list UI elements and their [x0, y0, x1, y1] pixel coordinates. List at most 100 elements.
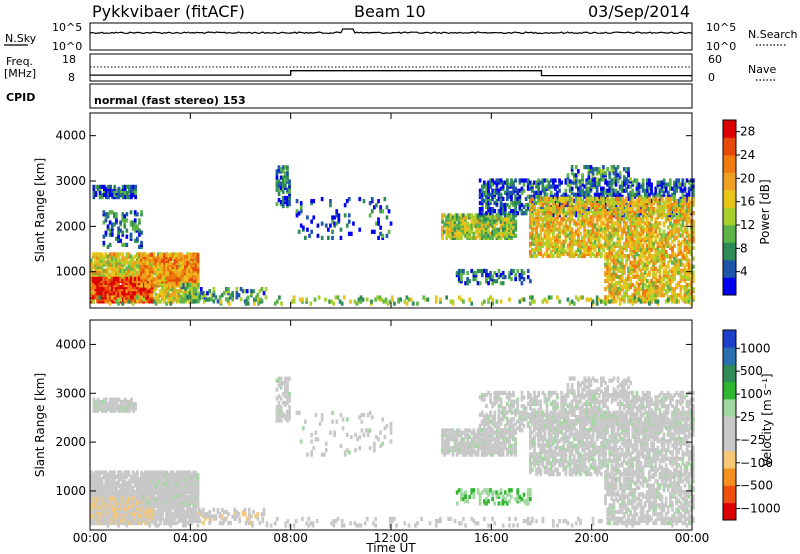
heatmap-cell [570, 235, 574, 240]
heatmap-cell [612, 295, 616, 300]
heatmap-cell [171, 295, 175, 300]
heatmap-cell [541, 253, 545, 259]
heatmap-cell [526, 180, 530, 185]
heatmap-cell [529, 198, 532, 203]
heatmap-cell [560, 229, 563, 234]
heatmap-cell [558, 207, 561, 212]
heatmap-cell [658, 237, 662, 242]
heatmap-cell [660, 180, 664, 185]
heatmap-cell [347, 197, 351, 202]
heatmap-cell [152, 297, 156, 302]
heatmap-cell [464, 233, 467, 238]
heatmap-cell [175, 252, 179, 257]
heatmap-cell [518, 180, 522, 185]
heatmap-cell [539, 223, 543, 228]
heatmap-cell [506, 186, 509, 191]
heatmap-cell [549, 184, 553, 189]
heatmap-cell [501, 211, 505, 216]
freq-tick-bottom: 8 [68, 71, 75, 84]
heatmap-cell [685, 239, 689, 244]
heatmap-cell [499, 202, 503, 208]
heatmap-cell [472, 215, 476, 220]
heatmap-cell [631, 180, 635, 185]
heatmap-cell [635, 280, 639, 286]
heatmap-cell [182, 277, 185, 282]
heatmap-cell [460, 277, 463, 282]
heatmap-cell [608, 266, 612, 271]
heatmap-cell [197, 293, 201, 298]
heatmap-cell [648, 280, 651, 286]
heatmap-cell [648, 221, 651, 226]
heatmap-cell [666, 209, 670, 214]
heatmap-cell [612, 291, 616, 296]
heatmap-cell [457, 225, 461, 230]
heatmap-cell [156, 252, 160, 257]
heatmap-cell [537, 211, 540, 216]
heatmap-cell [179, 267, 183, 272]
heatmap-cell [535, 239, 538, 244]
heatmap-cell [562, 202, 566, 208]
heatmap-cell [585, 231, 589, 236]
heatmap-cell [167, 265, 170, 270]
heatmap-cell [129, 262, 133, 267]
heatmap-cell [117, 264, 120, 269]
heatmap-cell [570, 215, 574, 220]
heatmap-cell [639, 211, 643, 216]
heatmap-cell [679, 209, 683, 214]
heatmap-cell [608, 211, 612, 216]
heatmap-cell [643, 196, 647, 201]
heatmap-cell [687, 243, 691, 248]
heatmap-cell [570, 171, 574, 176]
heatmap-cell [533, 207, 536, 212]
heatmap-cell [480, 188, 484, 193]
heatmap-cell [604, 188, 607, 193]
heatmap-cell [516, 196, 520, 201]
heatmap-cell [529, 241, 532, 246]
heatmap-cell [547, 186, 551, 191]
heatmap-cell [159, 289, 162, 294]
heatmap-cell [94, 190, 98, 196]
heatmap-cell [173, 281, 177, 286]
heatmap-cell [635, 245, 639, 250]
heatmap-cell [610, 235, 614, 240]
heatmap-cell [533, 233, 536, 238]
heatmap-cell [610, 169, 614, 174]
heatmap-cell [650, 202, 653, 208]
heatmap-cell [648, 231, 651, 236]
heatmap-cell [302, 225, 305, 230]
heatmap-cell [182, 299, 186, 304]
heatmap-cell [142, 282, 145, 288]
heatmap-cell [533, 190, 536, 195]
heatmap-cell [683, 237, 687, 242]
heatmap-cell [618, 196, 622, 201]
heatmap-cell [650, 188, 653, 193]
heatmap-cell [192, 279, 196, 284]
heatmap-cell [614, 254, 618, 259]
heatmap-cell [579, 219, 582, 224]
heatmap-cell [487, 281, 490, 286]
heatmap-cell [531, 247, 534, 252]
heatmap-cell [524, 178, 528, 183]
heatmap-cell [595, 251, 599, 257]
heatmap-cell [683, 196, 687, 201]
heatmap-cell [547, 196, 551, 201]
heatmap-cell [604, 223, 607, 228]
heatmap-cell [173, 264, 177, 269]
heatmap-cell [554, 235, 557, 240]
heatmap-cell [585, 241, 589, 246]
heatmap-cell [535, 231, 538, 236]
heatmap-cell [671, 196, 674, 201]
heatmap-cell [260, 287, 264, 292]
heatmap-cell [635, 202, 639, 208]
heatmap-cell [627, 167, 630, 172]
heatmap-cell [608, 215, 612, 220]
heatmap-cell [623, 213, 626, 218]
heatmap-cell [633, 178, 637, 183]
heatmap-cell [385, 205, 389, 210]
heatmap-cell [679, 223, 683, 228]
heatmap-cell [616, 200, 620, 206]
heatmap-cell [100, 252, 104, 257]
heatmap-cell [629, 264, 632, 269]
heatmap-cell [110, 260, 114, 265]
heatmap-cell [175, 295, 179, 300]
